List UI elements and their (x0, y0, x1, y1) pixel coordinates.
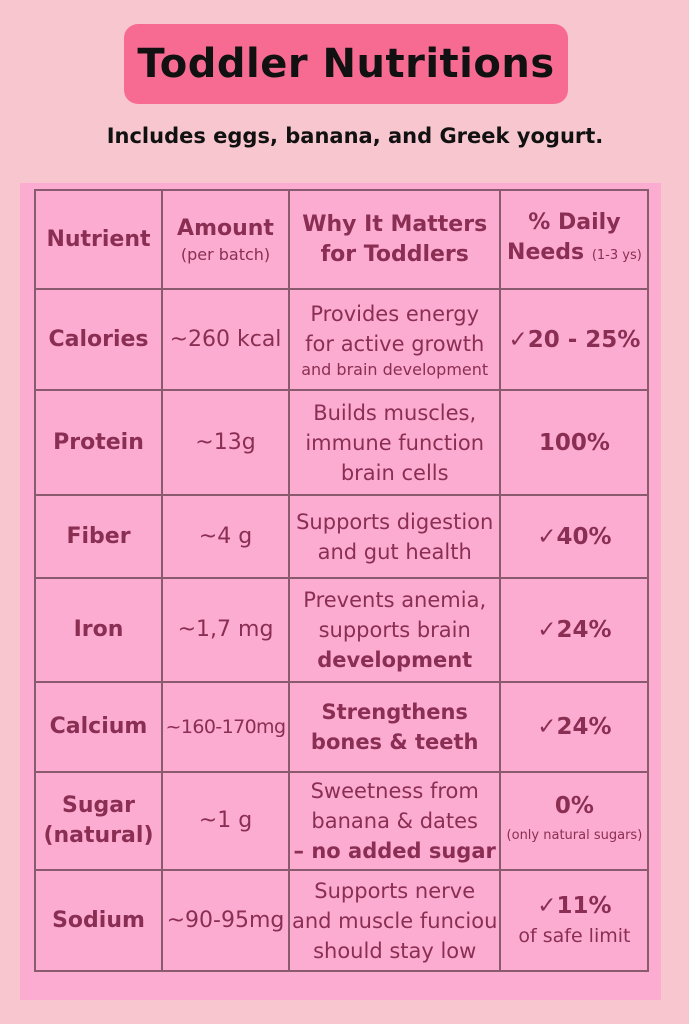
daily-cell: ✓20 - 25% (499, 288, 650, 391)
daily-cell: 0% (only natural sugars) (499, 771, 650, 871)
why-line: Strengthens (321, 700, 468, 724)
header-amount-label: Amount (177, 215, 274, 241)
amount-cell: ~260 kcal (161, 288, 290, 391)
nutrient-cell: Calcium (34, 681, 163, 773)
header-nutrient: Nutrient (34, 189, 163, 290)
why-line: and gut health (317, 539, 472, 564)
why-line: should stay low (313, 938, 477, 963)
header-why-line1: Why It Matters (302, 211, 488, 237)
why-cell: Sweetness from banana & dates – no added… (287, 771, 502, 871)
nutrient-line: (natural) (43, 823, 154, 848)
daily-cell: ✓24% (499, 681, 650, 773)
header-daily-note: (1-3 ys) (591, 248, 642, 263)
nutrient-cell: Protein (34, 389, 163, 496)
nutrient-cell: Fiber (34, 494, 163, 579)
header-daily-needs: Needs (507, 240, 585, 265)
daily-note: of safe limit (518, 924, 631, 947)
why-line: and brain development (301, 359, 489, 379)
page-subtitle: Includes eggs, banana, and Greek yogurt. (106, 124, 604, 148)
table-header-row: Nutrient Amount (per batch) Why It Matte… (34, 189, 650, 290)
daily-note: (only natural sugars) (506, 828, 643, 843)
why-cell: Strengthens bones & teeth (287, 681, 502, 773)
header-daily-line1: % Daily (528, 210, 621, 235)
nutrient-cell: Calories (34, 288, 163, 391)
nutrient-cell: Sugar (natural) (34, 771, 163, 871)
why-cell: Supports digestion and gut health (287, 494, 502, 579)
header-amount: Amount (per batch) (161, 189, 290, 290)
why-cell: Prevents anemia, supports brain developm… (287, 577, 502, 683)
why-line: supports brain (318, 618, 471, 642)
why-line: Prevents anemia, (303, 588, 487, 612)
header-daily-line2: Needs (1-3 ys) (503, 238, 645, 271)
daily-cell: ✓40% (499, 494, 650, 579)
table-row: Sugar (natural) ~1 g Sweetness from bana… (34, 771, 650, 871)
why-line: Supports digestion (296, 509, 494, 534)
why-line: brain cells (340, 460, 449, 485)
daily-cell: ✓24% (499, 577, 650, 683)
why-line: Builds muscles, (313, 400, 477, 425)
why-cell: Provides energy for active growth and br… (287, 288, 502, 391)
why-cell: Supports nerve and muscle funciou should… (287, 869, 502, 972)
nutrient-line: Sugar (62, 793, 135, 818)
daily-value: ✓11% (537, 892, 612, 919)
header-why: Why It Matters for Toddlers (287, 189, 502, 290)
why-line: bones & teeth (310, 730, 479, 754)
nutrition-table: Nutrient Amount (per batch) Why It Matte… (34, 189, 650, 972)
table-row: Fiber ~4 g Supports digestion and gut he… (34, 494, 650, 579)
title-banner: Toddler Nutritions (124, 24, 568, 104)
amount-cell: ~1 g (161, 771, 290, 871)
table-row: Iron ~1,7 mg Prevents anemia, supports b… (34, 577, 650, 683)
why-line: banana & dates (311, 809, 478, 833)
amount-cell: ~4 g (161, 494, 290, 579)
table-row: Calories ~260 kcal Provides energy for a… (34, 288, 650, 391)
table-row: Sodium ~90-95mg Supports nerve and muscl… (34, 869, 650, 972)
header-why-line2: for Toddlers (320, 241, 469, 267)
amount-cell: ~90-95mg (161, 869, 290, 972)
why-line: immune function (305, 430, 485, 455)
why-line: for active growth (305, 331, 485, 356)
header-amount-note: (per batch) (180, 244, 271, 264)
why-line: Supports nerve (314, 878, 476, 903)
why-line: Sweetness from (310, 779, 479, 803)
header-daily: % Daily Needs (1-3 ys) (499, 189, 650, 290)
amount-cell: ~1,7 mg (161, 577, 290, 683)
nutrient-cell: Sodium (34, 869, 163, 972)
nutrient-cell: Iron (34, 577, 163, 683)
table-row: Calcium ~160-170mg Strengthens bones & t… (34, 681, 650, 773)
why-line: – no added sugar (293, 839, 496, 863)
daily-value: 0% (554, 793, 594, 819)
why-line: Provides energy (310, 301, 480, 326)
amount-cell: ~160-170mg (161, 681, 290, 773)
amount-cell: ~13g (161, 389, 290, 496)
table-row: Protein ~13g Builds muscles, immune func… (34, 389, 650, 496)
why-line: and muscle funciou (292, 908, 498, 933)
daily-cell: 100% (499, 389, 650, 496)
why-cell: Builds muscles, immune function brain ce… (287, 389, 502, 496)
page-title: Toddler Nutritions (137, 41, 555, 87)
why-line: development (317, 648, 473, 672)
daily-cell: ✓11% of safe limit (499, 869, 650, 972)
